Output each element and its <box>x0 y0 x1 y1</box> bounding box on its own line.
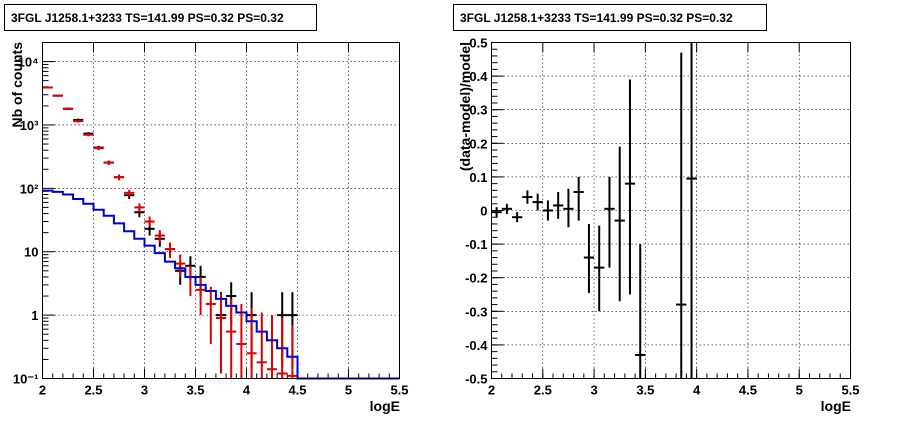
y-tick-label: 0.5 <box>469 36 487 51</box>
chart-title-box <box>453 4 767 31</box>
y-tick-label: -0.2 <box>465 271 487 286</box>
y-ticks: 10⁻¹ 1 10 10² 10³ 10⁴ <box>13 55 55 387</box>
x-tick-label: 2 <box>488 383 495 398</box>
y-tick-label: -0.5 <box>465 372 487 387</box>
x-tick-label: 5 <box>796 383 803 398</box>
y-tick-label: 0.4 <box>469 69 488 84</box>
x-tick-label: 4 <box>693 383 701 398</box>
x-tick-label: 3.5 <box>186 383 204 398</box>
y-tick-label: 10² <box>20 181 39 196</box>
y-tick-label: -0.3 <box>465 304 487 319</box>
chart-title-box <box>4 4 317 31</box>
x-axis-title: logE <box>370 398 400 414</box>
counts-chart: 3FGL J1258.1+3233 TS=141.99 PS=0.32 PS=0… <box>4 4 409 414</box>
x-tick-label: 3 <box>590 383 597 398</box>
y-axis-title: Nb of counts <box>9 42 25 128</box>
x-tick-label: 3.5 <box>636 383 654 398</box>
y-tick-label: -0.1 <box>465 237 487 252</box>
x-ticks: 2 2.5 3 3.5 4 4.5 5 5.5 <box>488 42 860 398</box>
x-tick-label: 5 <box>345 383 352 398</box>
x-ticks: 2 2.5 3 3.5 4 4.5 5 5.5 <box>39 42 409 398</box>
y-tick-label: 1 <box>31 308 38 323</box>
plot-frame <box>491 42 851 379</box>
y-tick-label: 0 <box>480 204 487 219</box>
grid <box>491 42 851 379</box>
x-tick-label: 4.5 <box>739 383 757 398</box>
x-tick-label: 5.5 <box>841 383 859 398</box>
y-tick-label: 10 <box>24 245 38 260</box>
plot-marks <box>42 86 400 380</box>
x-tick-label: 2 <box>39 383 46 398</box>
plot-frame <box>42 42 400 379</box>
x-tick-label: 4.5 <box>288 383 306 398</box>
y-tick-label: 0.3 <box>469 103 487 118</box>
y-tick-label: 0.1 <box>469 170 487 185</box>
y-tick-label: 10³ <box>20 118 39 133</box>
x-tick-label: 2.5 <box>84 383 102 398</box>
x-tick-label: 4 <box>243 383 251 398</box>
x-axis-title: logE <box>821 398 851 414</box>
y-tick-label: 10⁴ <box>18 55 39 70</box>
grid <box>42 42 400 379</box>
plot-marks <box>491 42 697 379</box>
x-tick-label: 3 <box>141 383 148 398</box>
chart-title: 3FGL J1258.1+3233 TS=141.99 PS=0.32 PS=0… <box>11 11 284 25</box>
y-ticks: -0.5 -0.4 -0.3 -0.2 -0.1 0 0.1 0.2 0.3 0.4 0.5 <box>465 36 504 387</box>
x-tick-label: 2.5 <box>534 383 552 398</box>
y-tick-label: 0.2 <box>469 136 487 151</box>
y-axis-title: (data-model)/model <box>457 42 473 171</box>
x-tick-label: 5.5 <box>390 383 408 398</box>
y-tick-label: -0.4 <box>465 338 488 353</box>
chart-title: 3FGL J1258.1+3233 TS=141.99 PS=0.32 PS=0… <box>460 11 733 25</box>
y-tick-label: 10⁻¹ <box>13 372 39 387</box>
